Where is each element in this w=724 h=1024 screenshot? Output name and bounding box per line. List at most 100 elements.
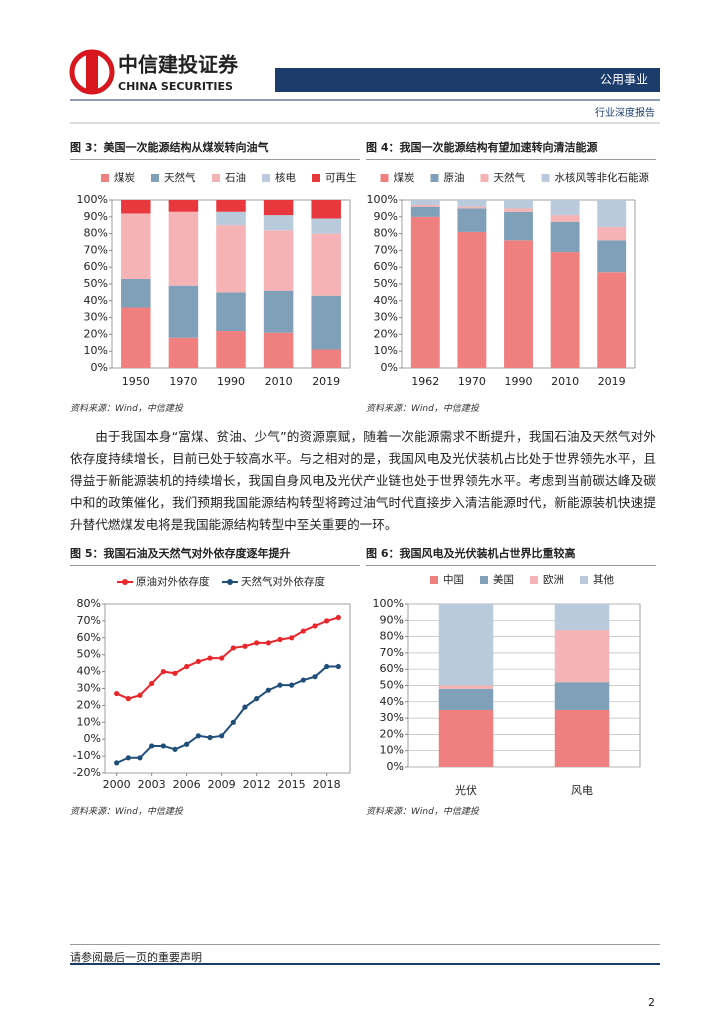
point <box>172 746 178 752</box>
x-tick-label: 2009 <box>208 778 236 791</box>
bar-segment <box>550 221 580 253</box>
bar-segment <box>263 230 294 291</box>
x-tick-label: 2006 <box>173 778 201 791</box>
legend-swatch <box>212 174 220 182</box>
bar-segment <box>121 307 151 368</box>
bar-segment <box>311 200 341 219</box>
x-tick-label: 2010 <box>551 375 579 388</box>
bar-segment <box>168 200 199 212</box>
point <box>289 635 295 641</box>
source: 资料来源：Wind，中信建投 <box>70 404 183 414</box>
point <box>195 733 201 739</box>
bar-segment <box>121 278 151 308</box>
point <box>230 719 236 725</box>
y-tick-label: 30% <box>84 311 108 324</box>
point <box>242 643 248 649</box>
point <box>242 704 248 710</box>
point <box>172 670 178 676</box>
y-tick-label: 70% <box>84 243 108 256</box>
point <box>219 733 225 739</box>
bar-segment <box>554 682 610 710</box>
disclaimer: 请参阅最后一页的重要声明 <box>70 951 202 964</box>
y-tick-label: 70% <box>77 614 101 627</box>
point <box>160 669 166 675</box>
point <box>277 682 283 688</box>
y-tick-label: 90% <box>84 210 108 223</box>
figure-title: 图 5：我国石油及天然气对外依存度逐年提升 <box>70 545 360 566</box>
point <box>324 663 330 670</box>
y-tick-label: 10% <box>374 344 398 357</box>
bar-segment <box>311 295 341 350</box>
y-tick-label: 100% <box>77 193 108 206</box>
company-cn: 中信建投证券 <box>118 53 239 77</box>
bar-segment <box>504 211 533 241</box>
bar-segment <box>438 604 494 686</box>
chart: 0% 10% 20% 30% 40% 50% 60% 70% 80% 90% 100% 煤炭 天然气 石油… <box>77 171 357 388</box>
bar-segment <box>554 709 610 767</box>
bar-segment <box>438 685 494 689</box>
legend-label: 原油 <box>444 171 465 184</box>
legend-label: 美国 <box>493 573 514 586</box>
legend-swatch <box>380 174 389 182</box>
y-tick-label: 60% <box>84 260 108 273</box>
legend-swatch <box>580 576 588 584</box>
legend-swatch <box>480 174 489 182</box>
point <box>114 760 120 766</box>
figure-title: 图 6：我国风电及光伏装机占世界比重较高 <box>366 545 656 566</box>
bar-segment <box>216 211 246 226</box>
bar-segment <box>550 215 580 222</box>
bar-segment <box>311 218 341 234</box>
legend-swatch <box>262 174 270 182</box>
bar-segment <box>410 206 440 217</box>
legend-label: 天然气 <box>164 171 196 184</box>
chart: -20% -10% 0% 10% 20% 30% 40% 50% 60% 70% 80% 原油对外依存… <box>73 575 351 791</box>
point <box>160 743 166 749</box>
x-tick-label: 2012 <box>243 778 271 791</box>
point <box>184 663 190 670</box>
bar-segment <box>168 285 199 338</box>
y-tick-label: 100% <box>367 193 398 206</box>
bar-segment <box>216 225 246 293</box>
point <box>277 636 283 643</box>
y-tick-label: -10% <box>73 749 101 762</box>
bar-segment <box>438 688 494 710</box>
legend-label: 中国 <box>443 573 464 586</box>
x-tick-label: 1962 <box>411 375 439 388</box>
y-tick-label: 0% <box>84 732 101 745</box>
legend-label: 其他 <box>593 573 614 586</box>
point <box>114 690 120 697</box>
chart: 0% 10% 20% 30% 40% 50% 60% 70% 80% 90% 100% 煤炭 原油 天然气… <box>367 171 650 388</box>
y-tick-label: 80% <box>374 227 398 240</box>
y-tick-label: 50% <box>84 277 108 290</box>
legend-label: 欧洲 <box>543 574 564 586</box>
source: 资料来源：Wind，中信建投 <box>366 807 479 817</box>
bar-segment <box>554 604 610 631</box>
bar-segment <box>311 349 341 368</box>
bar-segment <box>550 200 580 216</box>
point <box>207 734 213 741</box>
y-tick-label: 0% <box>91 361 108 374</box>
y-tick-label: 0% <box>387 760 404 773</box>
bar-segment <box>504 208 533 212</box>
point <box>195 658 201 665</box>
logo-bar <box>86 54 98 90</box>
x-tick-label: 1990 <box>505 375 533 388</box>
x-tick-label: 2018 <box>313 778 341 791</box>
legend-label: 原油对外依存度 <box>136 575 210 588</box>
y-tick-label: 60% <box>77 631 101 644</box>
x-tick-label: 1970 <box>458 375 486 388</box>
legend-swatch <box>530 576 538 584</box>
bar-segment <box>597 240 627 273</box>
y-tick-label: 50% <box>380 679 404 692</box>
bar-segment <box>311 233 341 296</box>
point <box>300 677 306 683</box>
y-tick-label: 30% <box>374 311 398 324</box>
bar-segment <box>438 709 494 767</box>
bar-segment <box>410 216 440 368</box>
y-tick-label: 0% <box>381 361 398 374</box>
figure-title: 图 4：我国一次能源结构有望加速转向清洁能源 <box>366 139 656 160</box>
legend-label: 煤炭 <box>114 171 135 184</box>
y-tick-label: 80% <box>84 227 108 240</box>
x-tick-label: 2010 <box>265 375 293 388</box>
point <box>137 692 143 698</box>
